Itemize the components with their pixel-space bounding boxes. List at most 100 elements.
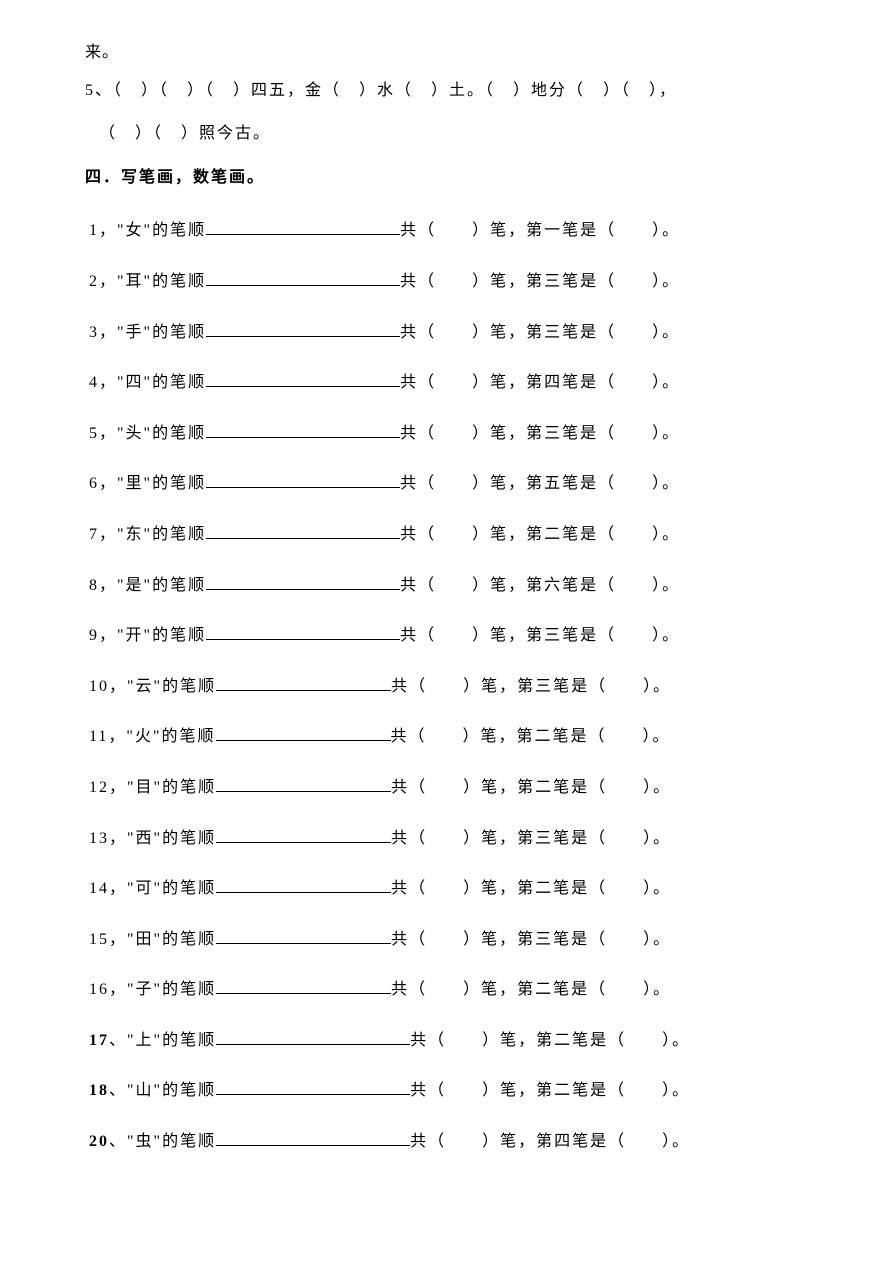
stroke-order-blank	[206, 285, 400, 286]
item-number: 16	[89, 977, 109, 1003]
item-number: 6	[89, 471, 99, 497]
stroke-item: 18、"山"的笔顺共（ ）笔，第二笔是（ ）。	[89, 1078, 812, 1104]
stroke-order-blank	[216, 1145, 410, 1146]
item-mid: 共（ ）笔，第二笔是（ ）。	[391, 981, 671, 998]
item-mid: 共（ ）笔，第三笔是（ ）。	[400, 627, 680, 644]
item-mid: 共（ ）笔，第五笔是（ ）。	[400, 475, 680, 492]
stroke-order-blank	[216, 842, 391, 843]
question-5-line-a: 5、（ ）（ ）（ ）四五，金（ ）水（ ）土。（ ）地分（ ）（ ），	[85, 78, 812, 104]
item-prefix: "女"的笔顺	[117, 222, 206, 239]
section-heading: 四．写笔画，数笔画。	[85, 165, 812, 191]
stroke-order-blank	[206, 437, 400, 438]
item-number: 7	[89, 522, 99, 548]
stroke-order-blank	[206, 639, 400, 640]
item-separator: ，	[99, 273, 117, 290]
item-mid: 共（ ）笔，第二笔是（ ）。	[410, 1082, 690, 1099]
item-mid: 共（ ）笔，第二笔是（ ）。	[391, 880, 671, 897]
item-prefix: "可"的笔顺	[127, 880, 216, 897]
item-number: 12	[89, 775, 109, 801]
item-mid: 共（ ）笔，第二笔是（ ）。	[391, 779, 671, 796]
stroke-item: 16，"子"的笔顺共（ ）笔，第二笔是（ ）。	[89, 977, 812, 1003]
item-number: 3	[89, 320, 99, 346]
item-prefix: "开"的笔顺	[117, 627, 206, 644]
item-mid: 共（ ）笔，第二笔是（ ）。	[400, 526, 680, 543]
item-prefix: "田"的笔顺	[127, 931, 216, 948]
item-prefix: "目"的笔顺	[127, 779, 216, 796]
item-separator: ，	[99, 475, 117, 492]
item-prefix: "火"的笔顺	[126, 728, 215, 745]
stroke-item: 20、"虫"的笔顺共（ ）笔，第四笔是（ ）。	[89, 1129, 812, 1155]
item-separator: 、	[109, 1082, 127, 1099]
item-separator: 、	[109, 1133, 127, 1150]
question-5-line-b: （ ）（ ）照今古。	[85, 121, 812, 147]
stroke-item: 3，"手"的笔顺 共（ ）笔，第三笔是（ ）。	[89, 320, 812, 346]
stroke-order-blank	[216, 943, 391, 944]
stroke-order-blank	[216, 1094, 410, 1095]
item-number: 5	[89, 421, 99, 447]
stroke-order-blank	[206, 487, 400, 488]
item-number: 4	[89, 370, 99, 396]
stroke-order-blank	[206, 538, 400, 539]
stroke-item: 11，"火"的笔顺共（ ）笔，第二笔是（ ）。	[89, 724, 812, 750]
item-mid: 共（ ）笔，第三笔是（ ）。	[391, 830, 671, 847]
stroke-item: 5，"头"的笔顺共（ ）笔，第三笔是（ ）。	[89, 421, 812, 447]
stroke-item: 2，"耳"的笔顺共（ ）笔，第三笔是（ ）。	[89, 269, 812, 295]
stroke-order-blank	[216, 791, 391, 792]
stroke-order-blank	[216, 740, 391, 741]
stroke-item: 9，"开"的笔顺共（ ）笔，第三笔是（ ）。	[89, 623, 812, 649]
stroke-item: 4，"四"的笔顺 共（ ）笔，第四笔是（ ）。	[89, 370, 812, 396]
stroke-item: 14，"可"的笔顺 共（ ）笔，第二笔是（ ）。	[89, 876, 812, 902]
item-separator: ，	[99, 222, 117, 239]
item-mid: 共（ ）笔，第三笔是（ ）。	[391, 678, 671, 695]
carryover-text: 来。	[85, 40, 812, 66]
item-separator: ，	[99, 374, 117, 391]
item-prefix: "东"的笔顺	[117, 526, 206, 543]
item-separator: ，	[99, 526, 117, 543]
stroke-item: 13，"西"的笔顺共（ ）笔，第三笔是（ ）。	[89, 826, 812, 852]
item-mid: 共（ ）笔，第一笔是（ ）。	[400, 222, 680, 239]
stroke-item: 10，"云"的笔顺 共（ ）笔，第三笔是（ ）。	[89, 674, 812, 700]
item-mid: 共（ ）笔，第三笔是（ ）。	[400, 273, 680, 290]
item-prefix: "里"的笔顺	[117, 475, 206, 492]
item-mid: 共（ ）笔，第六笔是（ ）。	[400, 577, 680, 594]
item-prefix: "手"的笔顺	[117, 324, 206, 341]
stroke-order-blank	[216, 1044, 410, 1045]
item-prefix: "耳"的笔顺	[117, 273, 206, 290]
item-number: 8	[89, 573, 99, 599]
item-mid: 共（ ）笔，第四笔是（ ）。	[400, 374, 680, 391]
item-prefix: "云"的笔顺	[127, 678, 216, 695]
item-mid: 共（ ）笔，第三笔是（ ）。	[391, 931, 671, 948]
item-mid: 共（ ）笔，第三笔是（ ）。	[400, 425, 680, 442]
item-mid: 共（ ）笔，第二笔是（ ）。	[410, 1032, 690, 1049]
stroke-order-blank	[216, 690, 391, 691]
item-number: 14	[89, 876, 109, 902]
item-separator: ，	[109, 931, 127, 948]
item-separator: ，	[109, 779, 127, 796]
item-separator: ，	[99, 577, 117, 594]
item-prefix: "四"的笔顺	[117, 374, 206, 391]
item-prefix: "头"的笔顺	[117, 425, 206, 442]
item-separator: ，	[108, 728, 126, 745]
stroke-item: 7，"东"的笔顺 共（ ）笔，第二笔是（ ）。	[89, 522, 812, 548]
stroke-order-blank	[216, 993, 391, 994]
item-prefix: "虫"的笔顺	[127, 1133, 216, 1150]
item-mid: 共（ ）笔，第三笔是（ ）。	[400, 324, 680, 341]
item-separator: ，	[99, 627, 117, 644]
stroke-order-blank	[216, 892, 391, 893]
stroke-order-blank	[206, 589, 400, 590]
stroke-item: 12，"目"的笔顺 共（ ）笔，第二笔是（ ）。	[89, 775, 812, 801]
item-separator: ，	[109, 678, 127, 695]
item-number: 17	[89, 1028, 109, 1054]
item-prefix: "子"的笔顺	[127, 981, 216, 998]
item-prefix: "上"的笔顺	[127, 1032, 216, 1049]
item-number: 1	[89, 218, 99, 244]
item-number: 13	[89, 826, 109, 852]
item-separator: ，	[99, 324, 117, 341]
item-number: 10	[89, 674, 109, 700]
item-separator: ，	[109, 830, 127, 847]
item-number: 11	[89, 724, 108, 750]
item-separator: ，	[109, 880, 127, 897]
item-mid: 共（ ）笔，第四笔是（ ）。	[410, 1133, 690, 1150]
item-number: 15	[89, 927, 109, 953]
stroke-item: 17、"上"的笔顺共（ ）笔，第二笔是（ ）。	[89, 1028, 812, 1054]
